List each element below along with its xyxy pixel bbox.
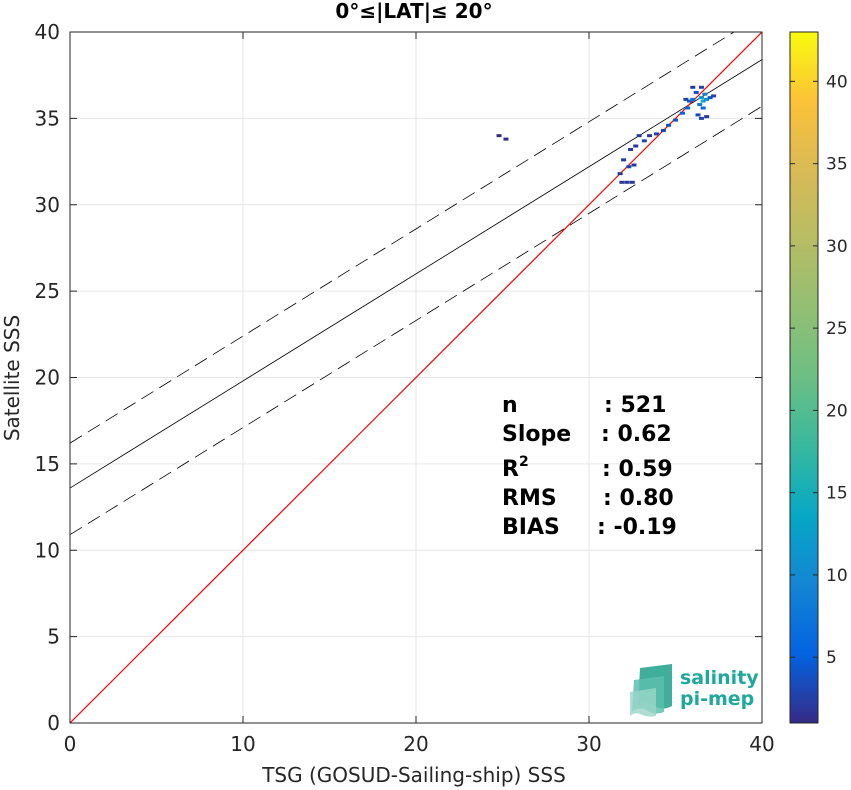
x-tick-label: 0 <box>64 732 77 756</box>
stats-box: n : 521 Slope : 0.62 R2 : 0.59 RMS : 0.8… <box>502 393 677 540</box>
density-point <box>624 180 630 184</box>
logo-line1: salinity <box>680 667 759 689</box>
density-point <box>617 172 623 176</box>
y-tick-label: 30 <box>35 193 60 217</box>
stat-slope-value: : 0.62 <box>601 422 672 447</box>
density-point <box>503 137 509 141</box>
stat-slope-label: Slope <box>502 422 571 447</box>
x-tick-label: 10 <box>230 732 255 756</box>
density-point <box>690 97 696 101</box>
x-axis-label: TSG (GOSUD-Sailing-ship) SSS <box>261 763 566 787</box>
density-point <box>619 180 625 184</box>
stat-bias-value: : -0.19 <box>597 515 677 540</box>
density-point <box>700 106 706 110</box>
wave-logo-icon <box>630 664 672 717</box>
density-point <box>698 85 704 89</box>
x-axis-ticks: 0 10 20 30 40 <box>64 32 775 756</box>
stat-rms-value: : 0.80 <box>603 486 674 511</box>
density-point <box>496 134 502 138</box>
y-tick-label: 25 <box>35 279 60 303</box>
density-point <box>698 116 704 120</box>
density-point <box>628 147 634 151</box>
regression-lines <box>70 32 762 723</box>
density-point <box>698 96 704 100</box>
y-tick-label: 5 <box>47 625 60 649</box>
colorbar-tick-label: 5 <box>826 648 837 668</box>
density-point <box>679 111 685 115</box>
density-point <box>683 97 689 101</box>
x-tick-label: 40 <box>749 732 774 756</box>
upper-bound-dashed-line <box>70 32 735 444</box>
density-point <box>704 97 710 101</box>
density-point <box>690 85 696 89</box>
fit-line <box>70 59 762 489</box>
stat-bias-label: BIAS <box>502 515 560 540</box>
y-axis-label: Satellite SSS <box>0 315 24 441</box>
lower-bound-dashed-line <box>70 105 762 536</box>
y-tick-label: 0 <box>47 711 60 735</box>
density-point <box>647 134 653 138</box>
colorbar-tick-label: 35 <box>826 155 848 175</box>
y-tick-label: 20 <box>35 366 60 390</box>
y-tick-label: 35 <box>35 106 60 130</box>
y-tick-label: 10 <box>35 538 60 562</box>
colorbar-tick-label: 30 <box>826 237 848 257</box>
density-point <box>641 139 647 143</box>
density-point <box>686 99 692 103</box>
colorbar-tick-label: 25 <box>826 319 848 339</box>
density-point <box>633 144 639 148</box>
chart-title: 0°≤|LAT|≤ 20° <box>335 0 492 23</box>
colorbar-ticks: 5 10 15 20 25 30 35 40 <box>790 72 848 668</box>
density-point <box>697 103 703 107</box>
logo-line2: pi-mep <box>680 688 754 710</box>
density-point <box>631 163 637 167</box>
density-point <box>695 113 701 117</box>
colorbar-tick-label: 40 <box>826 72 848 92</box>
y-tick-label: 40 <box>35 20 60 44</box>
stat-n-label: n <box>502 393 518 418</box>
density-point <box>685 106 691 110</box>
density-point <box>666 123 672 127</box>
density-point <box>673 118 678 122</box>
y-tick-label: 15 <box>35 452 60 476</box>
density-point <box>653 132 659 136</box>
density-point <box>660 128 666 132</box>
density-point <box>693 90 699 94</box>
colorbar-frame <box>789 31 819 724</box>
stat-rms-label: RMS <box>502 486 557 511</box>
stat-n-value: : 521 <box>604 393 666 418</box>
density-point <box>626 165 632 169</box>
identity-line <box>70 32 762 723</box>
density-point <box>621 158 627 162</box>
colorbar-tick-label: 20 <box>826 401 848 421</box>
stat-r2-value: : 0.59 <box>602 457 673 482</box>
density-points <box>496 85 717 184</box>
density-point <box>711 94 717 98</box>
density-point <box>636 134 642 138</box>
density-point <box>704 115 710 119</box>
colorbar-tick-label: 10 <box>826 566 848 586</box>
y-axis-ticks: 0 5 10 15 20 25 30 35 40 <box>35 20 762 735</box>
density-point <box>707 96 713 100</box>
colorbar <box>790 32 818 723</box>
stat-r2-label: R2 <box>502 454 529 482</box>
x-tick-label: 30 <box>576 732 601 756</box>
salinity-pi-mep-logo: salinity pi-mep <box>630 664 759 717</box>
density-point <box>629 180 635 184</box>
x-tick-label: 20 <box>403 732 428 756</box>
colorbar-tick-label: 15 <box>826 484 848 504</box>
density-point <box>702 92 708 96</box>
density-point <box>700 99 706 103</box>
